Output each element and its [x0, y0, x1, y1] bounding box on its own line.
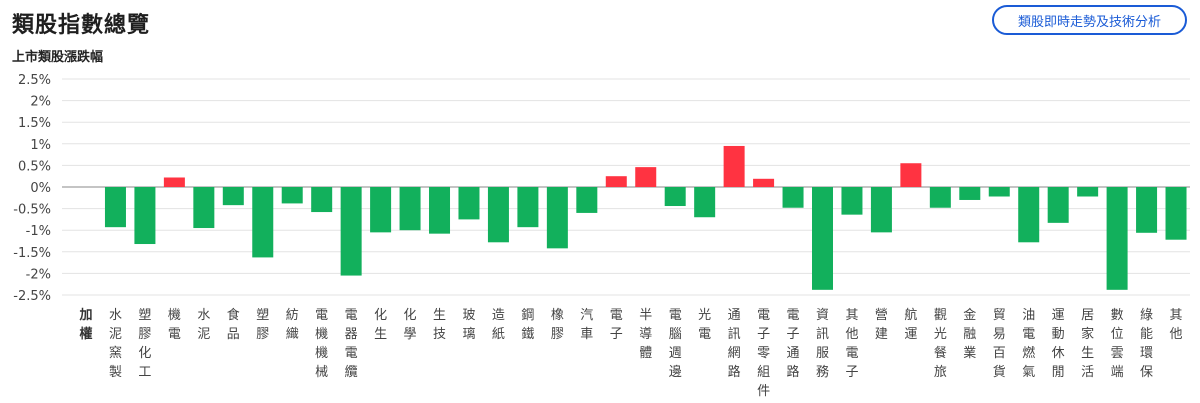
bar-5[interactable] [222, 187, 244, 206]
x-category-label: 電器電纜 [345, 308, 358, 380]
y-tick-label: -0.5% [13, 203, 51, 218]
y-tick-label: 2.5% [18, 73, 51, 88]
x-category-label: 水泥窯製 [109, 308, 122, 380]
bar-33[interactable] [1047, 187, 1069, 223]
y-tick-label: -1% [26, 224, 51, 239]
y-tick-label: 1% [30, 138, 51, 153]
bar-10[interactable] [370, 187, 392, 233]
bar-27[interactable] [870, 187, 892, 233]
x-category-label: 營建 [875, 308, 888, 342]
bar-6[interactable] [252, 187, 274, 258]
x-category-label: 鋼鐵 [521, 308, 534, 342]
bar-22[interactable] [723, 145, 745, 187]
bar-26[interactable] [841, 187, 863, 215]
bar-31[interactable] [988, 187, 1010, 197]
x-category-label: 金融業 [963, 307, 976, 361]
bar-9[interactable] [340, 187, 362, 276]
bar-8[interactable] [311, 187, 333, 213]
bar-37[interactable] [1165, 187, 1187, 240]
bar-34[interactable] [1077, 187, 1099, 197]
x-category-label: 運動休閒 [1052, 308, 1065, 380]
chart-title: 上市類股漲跌幅 [12, 50, 104, 65]
x-category-label: 居家生活 [1081, 308, 1094, 380]
x-category-label: 數位雲端 [1111, 308, 1124, 380]
x-category-label: 電腦週邊 [669, 308, 682, 380]
x-category-label: 資訊服務 [816, 308, 829, 380]
bar-35[interactable] [1106, 187, 1128, 290]
x-category-label: 觀光餐旅 [934, 308, 947, 380]
x-category-label: 塑膠化工 [138, 308, 151, 380]
bar-7[interactable] [281, 187, 303, 204]
x-category-label: 綠能環保 [1140, 308, 1153, 380]
bar-14[interactable] [487, 187, 509, 243]
x-category-label: 其他 [1170, 308, 1183, 342]
page-title: 類股指數總覽 [12, 13, 151, 38]
x-category-label: 橡膠 [551, 308, 564, 342]
bar-15[interactable] [517, 187, 539, 228]
bar-20[interactable] [664, 187, 686, 207]
x-category-label: 造紙 [492, 308, 505, 342]
x-category-label: 水泥 [197, 308, 210, 342]
x-category-label: 生技 [433, 308, 446, 342]
x-category-label: 食品 [227, 307, 240, 342]
bar-29[interactable] [929, 187, 951, 208]
y-tick-label: 0.5% [18, 159, 51, 174]
bar-3[interactable] [163, 177, 185, 187]
bar-12[interactable] [429, 187, 451, 234]
x-category-label: 玻璃 [462, 308, 475, 342]
sector-trend-analysis-button[interactable]: 類股即時走勢及技術分析 [992, 5, 1187, 35]
x-category-label: 紡織 [286, 308, 299, 342]
bar-23[interactable] [753, 178, 775, 187]
bar-24[interactable] [782, 187, 804, 208]
x-category-label: 光電 [698, 308, 711, 342]
x-category-label: 半導體 [639, 308, 652, 361]
bar-30[interactable] [959, 187, 981, 200]
x-category-label: 汽車 [580, 308, 593, 342]
y-tick-label: -2.5% [13, 289, 51, 304]
x-category-label: 通訊網路 [728, 308, 741, 380]
x-category-label: 塑膠 [256, 308, 269, 342]
x-category-label: 機電 [168, 308, 181, 342]
bar-1[interactable] [104, 187, 126, 228]
x-category-label: 電子 [610, 308, 623, 342]
x-category-label: 電子零組件 [757, 308, 770, 399]
bar-32[interactable] [1018, 187, 1040, 243]
x-category-label: 航運 [904, 307, 917, 342]
x-category-label: 加權 [78, 308, 92, 342]
x-category-label: 其他電子 [845, 308, 858, 380]
bar-21[interactable] [694, 187, 716, 218]
bar-2[interactable] [134, 187, 156, 245]
y-tick-label: 2% [30, 95, 51, 110]
bar-18[interactable] [605, 176, 627, 187]
y-tick-label: 0% [30, 181, 51, 196]
bar-28[interactable] [900, 163, 922, 187]
x-category-label: 電子通路 [787, 308, 800, 380]
bar-19[interactable] [635, 167, 657, 187]
bar-4[interactable] [193, 187, 215, 229]
x-category-label: 油電燃氣 [1022, 308, 1035, 380]
bar-17[interactable] [576, 187, 598, 213]
x-category-label: 電機機械 [315, 308, 328, 380]
bar-36[interactable] [1136, 187, 1158, 233]
y-tick-label: -1.5% [13, 246, 51, 261]
bar-16[interactable] [546, 187, 568, 249]
y-tick-label: 1.5% [18, 116, 51, 131]
x-category-label: 貿易百貨 [993, 308, 1006, 380]
bar-11[interactable] [399, 187, 421, 231]
bar-25[interactable] [812, 187, 833, 290]
x-category-label: 化學 [404, 308, 417, 342]
bar-13[interactable] [458, 187, 480, 220]
x-category-label: 化生 [374, 308, 387, 342]
y-tick-label: -2% [26, 267, 51, 282]
